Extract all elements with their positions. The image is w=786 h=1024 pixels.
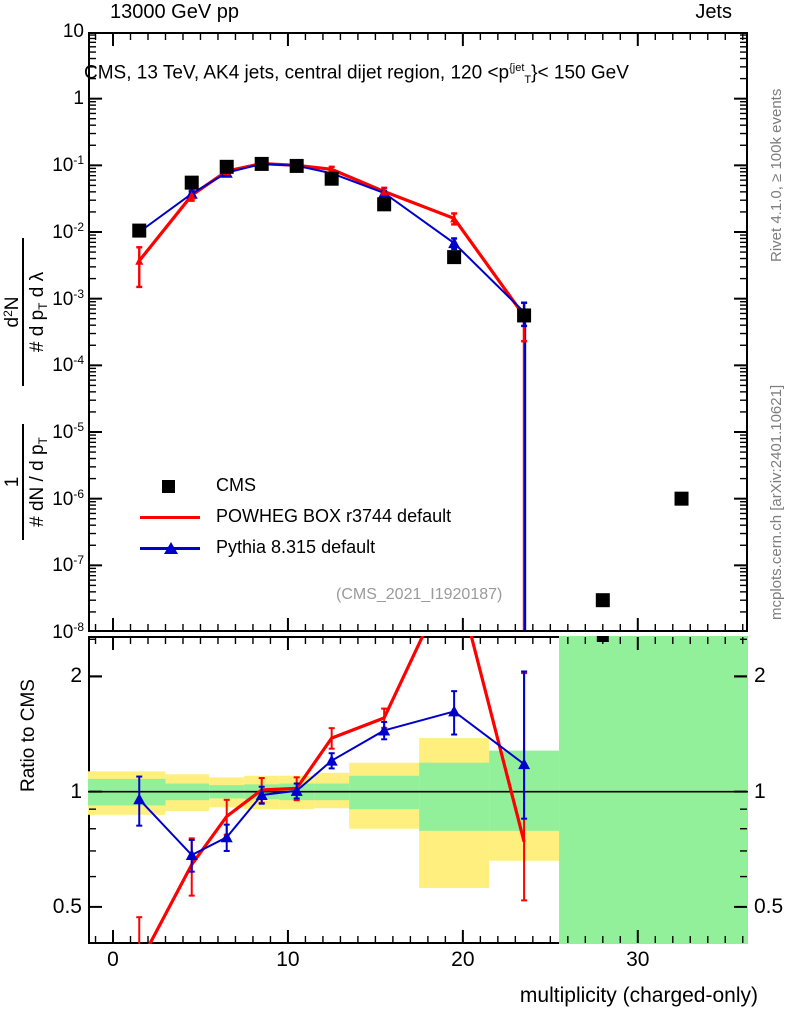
cms-data-point bbox=[132, 223, 147, 238]
cms-data-point bbox=[219, 159, 234, 174]
y-tick-label: 10-6 bbox=[52, 486, 84, 510]
data-point-marker bbox=[448, 237, 461, 249]
data-point-marker bbox=[450, 214, 459, 223]
main-y-axis-label: 1 # dN / d pT d2N # d pT d λ bbox=[1, 238, 50, 540]
x-tick-label: 0 bbox=[107, 948, 119, 971]
y-tick-label: 1 bbox=[73, 87, 84, 109]
y-tick-label: 10-5 bbox=[52, 419, 84, 444]
y-tick-label: 10-1 bbox=[52, 153, 84, 177]
cms-data-point bbox=[674, 491, 689, 506]
ratio-y-tick-labels-left: 0.5 1 2 bbox=[0, 636, 82, 944]
legend-key-line-triangle bbox=[140, 539, 206, 557]
legend-label: CMS bbox=[216, 475, 256, 495]
x-tick-labels: 0 10 20 30 bbox=[0, 948, 786, 978]
title-superscript: {jet bbox=[509, 62, 525, 74]
ratio-data-point-marker bbox=[220, 831, 233, 843]
mcplots-source-note: mcplots.cern.ch [arXiv:2401.10621] bbox=[768, 384, 785, 620]
ratio-axis-ticks bbox=[89, 637, 747, 943]
legend-key-square-marker bbox=[140, 477, 206, 495]
legend-entry: Pythia 8.315 default bbox=[140, 532, 451, 563]
uncertainty-band-green bbox=[419, 762, 490, 831]
y-label-numerator-2: d2N bbox=[1, 297, 23, 328]
data-point-marker bbox=[135, 256, 144, 265]
y-label-denominator-1: # dN / d pT bbox=[27, 436, 50, 526]
ratio-data-point-marker bbox=[518, 758, 531, 770]
header-beam-info: 13000 GeV pp bbox=[110, 1, 239, 23]
main-axis-ticks bbox=[89, 32, 747, 632]
line-swatch-icon bbox=[140, 515, 200, 519]
cms-data-point bbox=[377, 197, 392, 212]
title-subscript: T bbox=[524, 74, 532, 87]
main-plot-panel bbox=[88, 32, 748, 632]
x-axis-label: multiplicity (charged-only) bbox=[519, 984, 758, 1007]
uncertainty-band-green bbox=[349, 775, 420, 810]
svg-text:1: 1 bbox=[2, 477, 23, 488]
legend-label: Pythia 8.315 default bbox=[216, 537, 376, 557]
y-tick-label: 10-2 bbox=[52, 219, 84, 244]
y-tick-label: 10-3 bbox=[52, 286, 84, 310]
cms-data-point bbox=[517, 308, 532, 323]
ratio-plot-canvas bbox=[88, 636, 748, 944]
cms-data-point bbox=[447, 250, 462, 265]
ratio-data-point-marker bbox=[290, 784, 303, 796]
main-y-tick-labels: 10 1 10-1 10-2 10-3 10-4 10-5 10-6 10-7 10-8 bbox=[0, 21, 84, 643]
cms-data-point bbox=[595, 593, 610, 608]
cms-data-point bbox=[254, 156, 269, 171]
triangle-marker-icon bbox=[164, 541, 178, 554]
analysis-id-watermark: (CMS_2021_I1920187) bbox=[336, 586, 503, 603]
square-marker-icon bbox=[162, 479, 175, 493]
y-tick-label: 10-8 bbox=[52, 619, 84, 644]
y-label-denominator-2: # d pT d λ bbox=[27, 271, 50, 352]
legend-key-line bbox=[140, 508, 206, 526]
ratio-data-point-marker bbox=[255, 789, 268, 801]
x-tick-label: 30 bbox=[626, 948, 650, 971]
data-point-marker bbox=[327, 165, 336, 174]
main-plot-canvas bbox=[132, 156, 689, 630]
cms-data-point bbox=[184, 175, 199, 190]
ratio-data-point-marker bbox=[325, 754, 338, 766]
ratio-data-point-marker bbox=[378, 724, 391, 736]
legend: CMS POWHEG BOX r3744 default Pythia 8.315 … bbox=[140, 470, 451, 563]
ratio-y-tick-label: 0.5 bbox=[754, 894, 784, 918]
cms-data-point bbox=[289, 158, 304, 173]
x-tick-label: 10 bbox=[276, 948, 300, 971]
plot-title: CMS, 13 TeV, AK4 jets, central dijet reg… bbox=[84, 62, 629, 87]
uncertainty-band-green bbox=[559, 636, 748, 944]
ratio-data-point-marker bbox=[448, 705, 461, 717]
legend-entry: POWHEG BOX r3744 default bbox=[140, 501, 451, 532]
ratio-data-point-marker bbox=[185, 849, 198, 861]
ratio-y-tick-labels-right: 0.5 1 2 bbox=[754, 636, 786, 944]
y-tick-label: 10-4 bbox=[52, 353, 84, 377]
ratio-data-point-marker bbox=[133, 793, 146, 805]
y-tick-label: 10-7 bbox=[52, 553, 84, 577]
ratio-y-tick-label: 1 bbox=[70, 779, 82, 803]
y-tick-label: 10 bbox=[62, 21, 84, 42]
ratio-y-tick-label: 2 bbox=[754, 664, 766, 688]
cms-data-point bbox=[324, 171, 339, 186]
x-tick-label: 20 bbox=[451, 948, 475, 971]
legend-entry: CMS bbox=[140, 470, 451, 501]
ratio-y-tick-label: 1 bbox=[754, 779, 766, 803]
data-point-marker bbox=[380, 187, 389, 196]
header-analysis-category: Jets bbox=[695, 1, 732, 23]
legend-label: POWHEG BOX r3744 default bbox=[216, 506, 452, 526]
rivet-version-note: Rivet 4.1.0, ≥ 100k events bbox=[768, 88, 785, 262]
ratio-y-tick-label: 0.5 bbox=[52, 894, 82, 918]
data-point-marker bbox=[187, 191, 196, 200]
ratio-y-tick-label: 2 bbox=[70, 664, 82, 688]
